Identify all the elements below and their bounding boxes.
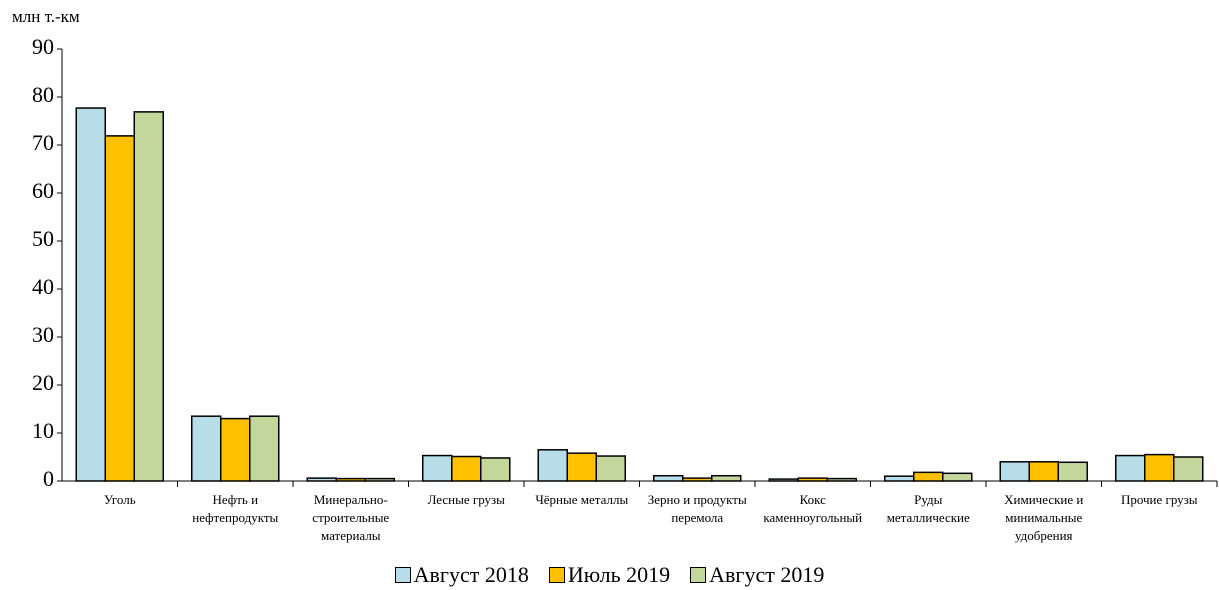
legend-swatch	[548, 567, 565, 583]
legend-item: Июль 2019	[548, 562, 671, 588]
bar	[537, 449, 568, 482]
bar	[711, 474, 742, 482]
y-tick-label: 50	[32, 226, 54, 251]
x-tick-label: Прочие грузы	[1120, 492, 1198, 507]
bar	[999, 461, 1030, 482]
legend-label: Июль 2019	[567, 562, 671, 587]
bar	[75, 107, 106, 482]
bar	[1144, 453, 1175, 482]
y-tick-label: 60	[32, 178, 54, 203]
legend-swatch	[394, 567, 411, 583]
x-tick-label: Химические и минимальные удобрения	[1004, 492, 1084, 543]
bar	[913, 471, 944, 482]
y-tick-label: 40	[32, 274, 54, 299]
bar	[1028, 461, 1059, 482]
y-tick-label: 80	[32, 82, 54, 107]
legend-label: Август 2019	[709, 562, 825, 587]
bar	[1115, 454, 1146, 482]
x-tick-label: Руды металлические	[886, 492, 970, 525]
bar	[1057, 461, 1088, 482]
bar	[191, 415, 222, 482]
y-tick-label: 0	[43, 466, 54, 491]
y-tick-label: 10	[32, 418, 54, 443]
bar	[1173, 456, 1204, 482]
legend: Август 2018 Июль 2019 Август 2019	[0, 562, 1219, 588]
y-tick-label: 90	[32, 34, 54, 59]
bar	[104, 135, 135, 482]
bar	[133, 111, 164, 482]
bar	[884, 475, 915, 482]
bar	[480, 457, 511, 482]
bar	[451, 455, 482, 482]
x-tick-label: Зерно и продукты перемола	[647, 492, 747, 525]
y-axis-label: млн т.-км	[12, 7, 80, 26]
x-tick-label: Уголь	[103, 492, 136, 507]
y-tick-label: 20	[32, 370, 54, 395]
bar	[942, 472, 973, 482]
bar	[220, 417, 251, 482]
legend-item: Август 2018	[394, 562, 529, 588]
x-tick-label: Минерально-строительные материалы	[312, 492, 390, 543]
y-tick-label: 70	[32, 130, 54, 155]
bar	[595, 455, 626, 482]
legend-swatch	[690, 567, 707, 583]
legend-item: Август 2019	[690, 562, 824, 588]
x-tick-label: Кокс каменноугольный	[763, 492, 863, 525]
x-tick-label: Чёрные металлы	[535, 492, 629, 507]
legend-label: Август 2018	[413, 562, 529, 587]
bar	[249, 415, 280, 482]
bar	[422, 454, 453, 482]
x-tick-label: Нефть и нефтепродукты	[192, 492, 279, 525]
bar	[653, 474, 684, 482]
x-tick-label: Лесные грузы	[427, 492, 505, 507]
bar	[566, 452, 597, 482]
y-tick-label: 30	[32, 322, 54, 347]
